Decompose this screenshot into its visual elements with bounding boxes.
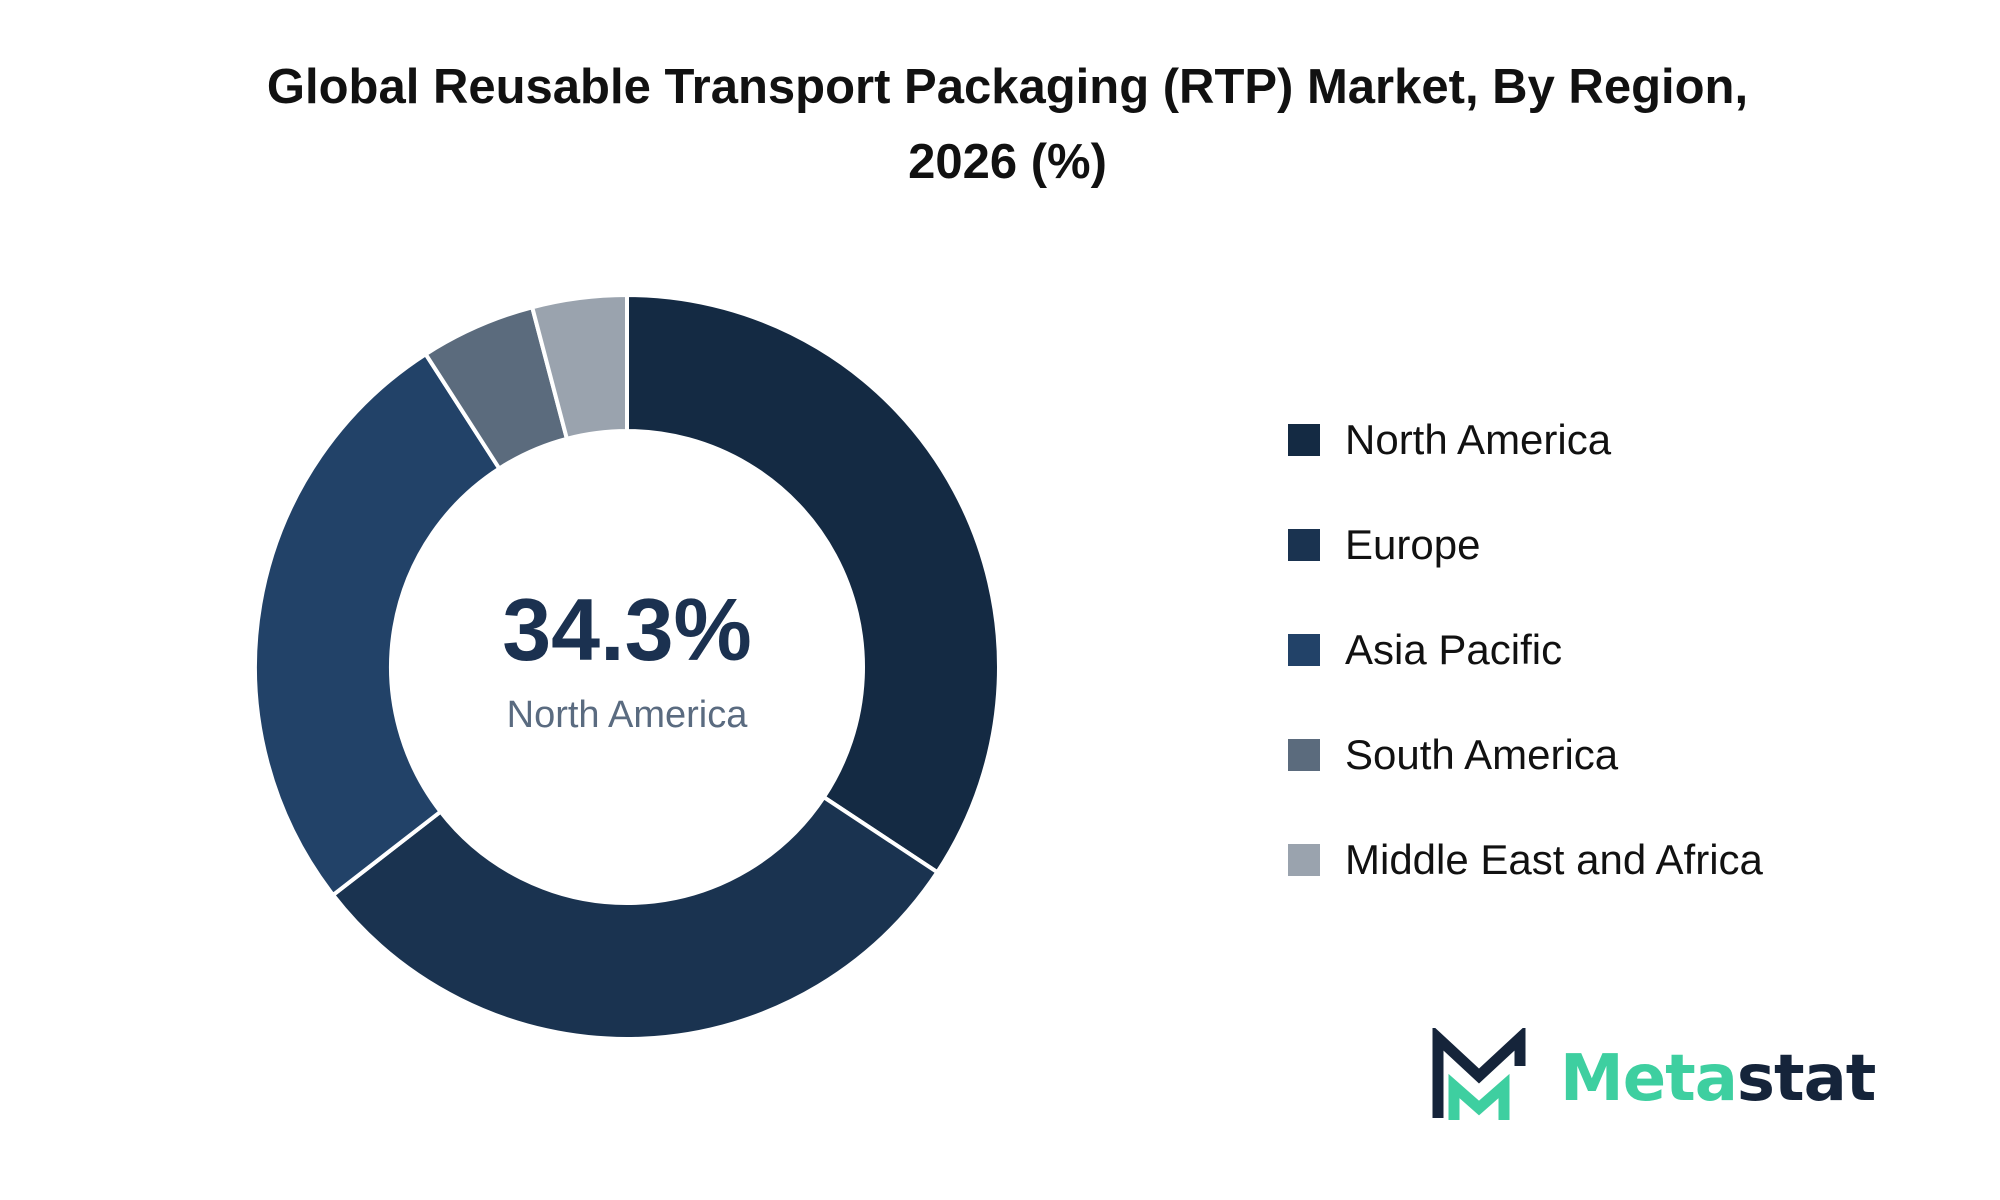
- legend-swatch: [1288, 633, 1320, 666]
- legend-label: Europe: [1345, 520, 1481, 568]
- legend-swatch: [1288, 738, 1320, 771]
- donut-slices: [253, 292, 1000, 1041]
- legend-swatch: [1288, 528, 1320, 561]
- chart-title-line-2: 2026 (%): [908, 135, 1107, 189]
- legend-label: North America: [1345, 415, 1612, 463]
- legend-item-asia-pacific[interactable]: Asia Pacific: [1288, 597, 1763, 702]
- metastat-logo-text: Metastat: [1560, 1042, 1876, 1116]
- logo-text-part-1: Meta: [1560, 1042, 1738, 1116]
- donut-slice-middle-east-and-africa[interactable]: [529, 292, 629, 442]
- legend-label: South America: [1345, 730, 1619, 778]
- center-value: 34.3%: [502, 580, 752, 679]
- legend-item-europe[interactable]: Europe: [1288, 492, 1763, 597]
- donut-slice-north-america[interactable]: [625, 292, 1000, 875]
- center-label: North America: [507, 694, 749, 736]
- donut-slice-europe[interactable]: [330, 794, 941, 1041]
- legend: North America Europe Asia Pacific South …: [1288, 387, 1763, 912]
- legend-label: Middle East and Africa: [1345, 835, 1763, 883]
- chart-title: Global Reusable Transport Packaging (RTP…: [0, 50, 2000, 200]
- metastat-logo: Metastat: [1432, 1028, 1902, 1128]
- logo-text-part-2: stat: [1736, 1042, 1876, 1116]
- legend-item-middle-east-and-africa[interactable]: Middle East and Africa: [1288, 807, 1763, 912]
- metastat-logo-icon: [1432, 1028, 1526, 1120]
- legend-swatch: [1288, 843, 1320, 876]
- donut-chart: 34.3% North America: [253, 292, 1000, 1041]
- legend-label: Asia Pacific: [1345, 625, 1563, 673]
- donut-slice-asia-pacific[interactable]: [253, 351, 503, 898]
- legend-swatch: [1288, 423, 1320, 456]
- chart-title-line-1: Global Reusable Transport Packaging (RTP…: [266, 60, 1749, 114]
- legend-item-south-america[interactable]: South America: [1288, 702, 1763, 807]
- legend-item-north-america[interactable]: North America: [1288, 387, 1763, 492]
